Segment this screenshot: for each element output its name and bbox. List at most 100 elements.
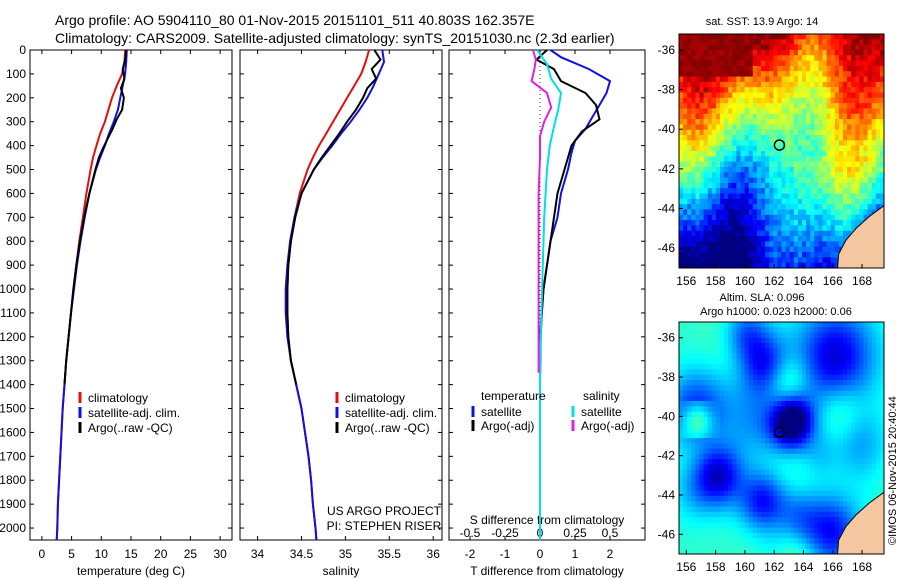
legend-label: climatology xyxy=(345,391,405,405)
x-axis-label-temp: temperature (deg C) xyxy=(77,564,185,578)
depth-tick-label: 1900 xyxy=(0,497,26,511)
x-tick-label-sdiff: -0.25 xyxy=(491,526,519,540)
legend-label: Argo(-adj) xyxy=(481,419,534,433)
x-tick-label-temp: 20 xyxy=(154,547,168,561)
x-axis-label-sdiff: S difference from climatology xyxy=(470,513,625,527)
map-cells-1 xyxy=(679,322,884,554)
series-line-salinity-satellite xyxy=(536,49,563,540)
annotation-project: US ARGO PROJECT xyxy=(327,504,442,518)
map-x-tick-label: 162 xyxy=(764,560,784,574)
map-cells-0 xyxy=(679,34,884,268)
x-axis-label-sal: salinity xyxy=(323,564,360,578)
x-tick-label-temp: 0 xyxy=(39,547,46,561)
credit-stamp: ©IMOS 06-Nov-2015 20:40:44 xyxy=(887,396,899,545)
depth-tick-label: 100 xyxy=(6,67,26,81)
legend-label: satellite xyxy=(581,405,622,419)
map-x-tick-label: 160 xyxy=(735,560,755,574)
map-y-tick-label: -36 xyxy=(658,331,676,345)
depth-tick-label: 2000 xyxy=(0,521,26,535)
map-x-tick-label: 162 xyxy=(764,274,784,288)
x-axis-label-diff: T difference from climatology xyxy=(470,564,624,578)
depth-tick-label: 1800 xyxy=(0,473,26,487)
map-y-tick-label: -46 xyxy=(658,241,676,255)
map-x-tick-label: 156 xyxy=(676,560,696,574)
depth-tick-label: 500 xyxy=(6,163,26,177)
series-line-salinity-argoadj xyxy=(530,49,553,373)
map-x-tick-label: 158 xyxy=(706,560,726,574)
x-tick-label-temp: 30 xyxy=(213,547,227,561)
plot-frame-sal xyxy=(239,49,443,541)
figure-title-line2: Climatology: CARS2009. Satellite-adjuste… xyxy=(55,30,615,46)
x-tick-label-diff: -2 xyxy=(465,547,476,561)
map-x-tick-label: 164 xyxy=(793,560,813,574)
legend-title-temperature: temperature xyxy=(481,389,546,403)
depth-tick-label: 800 xyxy=(6,234,26,248)
map-x-tick-label: 168 xyxy=(852,274,872,288)
x-tick-label-sdiff: -0.5 xyxy=(460,526,481,540)
depth-tick-label: 600 xyxy=(6,186,26,200)
legend-label: climatology xyxy=(88,391,148,405)
depth-tick-label: 700 xyxy=(6,210,26,224)
x-tick-label-sdiff: 0.25 xyxy=(563,526,587,540)
argo-position-marker xyxy=(773,426,786,438)
x-tick-label-diff: 2 xyxy=(607,547,614,561)
map-x-tick-label: 158 xyxy=(706,274,726,288)
annotation-pi: PI: STEPHEN RISER xyxy=(327,519,442,533)
argo-position-marker xyxy=(773,139,786,151)
depth-tick-label: 1000 xyxy=(0,282,26,296)
depth-tick-label: 1700 xyxy=(0,449,26,463)
depth-tick-label: 1300 xyxy=(0,354,26,368)
x-tick-label-temp: 15 xyxy=(124,547,138,561)
plot-frame-diff xyxy=(448,49,646,541)
x-tick-label-diff: 0 xyxy=(537,547,544,561)
depth-tick-label: 1200 xyxy=(0,330,26,344)
depth-tick-label: 400 xyxy=(6,139,26,153)
x-tick-label-temp: 10 xyxy=(95,547,109,561)
legend-label: satellite-adj. clim. xyxy=(345,406,437,420)
map-x-tick-label: 156 xyxy=(676,274,696,288)
map-panel-1: 156 158 160 162 164 166 168 -36 -38 -40 -42 -44 -46 xyxy=(658,321,885,574)
land-new-zealand xyxy=(837,491,884,554)
depth-tick-label: 1100 xyxy=(0,306,26,320)
legend-label: Argo(..raw -QC) xyxy=(88,421,173,435)
map-y-tick-label: -40 xyxy=(658,409,676,423)
map-x-tick-label: 166 xyxy=(823,274,843,288)
map-subtitle-sla: Argo h1000: 0.023 h2000: 0.06 xyxy=(700,306,852,318)
x-tick-label-sdiff: 0.5 xyxy=(602,526,619,540)
map-x-tick-label: 168 xyxy=(852,560,872,574)
x-tick-label-sal: 35 xyxy=(339,547,353,561)
map-y-tick-label: -42 xyxy=(658,162,676,176)
x-tick-label-diff: -1 xyxy=(500,547,511,561)
series-line-argorawqc xyxy=(286,49,382,385)
map-x-tick-label: 166 xyxy=(823,560,843,574)
map-y-tick-label: -44 xyxy=(658,488,676,502)
depth-tick-label: 1600 xyxy=(0,425,26,439)
legend-label: satellite xyxy=(481,405,522,419)
map-frame-1 xyxy=(678,321,885,555)
series-line-argorawqc xyxy=(63,49,128,385)
x-tick-label-temp: 5 xyxy=(68,547,75,561)
map-x-tick-label: 164 xyxy=(793,274,813,288)
map-y-tick-label: -40 xyxy=(658,122,676,136)
figure-title-line1: Argo profile: AO 5904110_80 01-Nov-2015 … xyxy=(55,12,535,28)
map-title-sst: sat. SST: 13.9 Argo: 14 xyxy=(706,16,819,28)
land-new-zealand xyxy=(837,204,884,268)
legend-label: satellite-adj. clim. xyxy=(88,406,180,420)
map-y-tick-label: -46 xyxy=(658,527,676,541)
x-tick-label-temp: 25 xyxy=(184,547,198,561)
map-frame-0 xyxy=(678,33,885,269)
map-y-tick-label: -44 xyxy=(658,202,676,216)
map-y-tick-label: -36 xyxy=(658,43,676,57)
x-tick-label-sal: 36 xyxy=(427,547,441,561)
map-y-tick-label: -42 xyxy=(658,449,676,463)
legend-title-salinity: salinity xyxy=(583,389,620,403)
depth-tick-label: 1400 xyxy=(0,378,26,392)
x-tick-label-sal: 34 xyxy=(251,547,265,561)
legend-label: Argo(-adj) xyxy=(581,419,634,433)
depth-tick-label: 900 xyxy=(6,258,26,272)
x-tick-label-sal: 34.5 xyxy=(290,547,314,561)
map-y-tick-label: -38 xyxy=(658,370,676,384)
x-tick-label-diff: 1 xyxy=(572,547,579,561)
depth-tick-label: 1500 xyxy=(0,402,26,416)
